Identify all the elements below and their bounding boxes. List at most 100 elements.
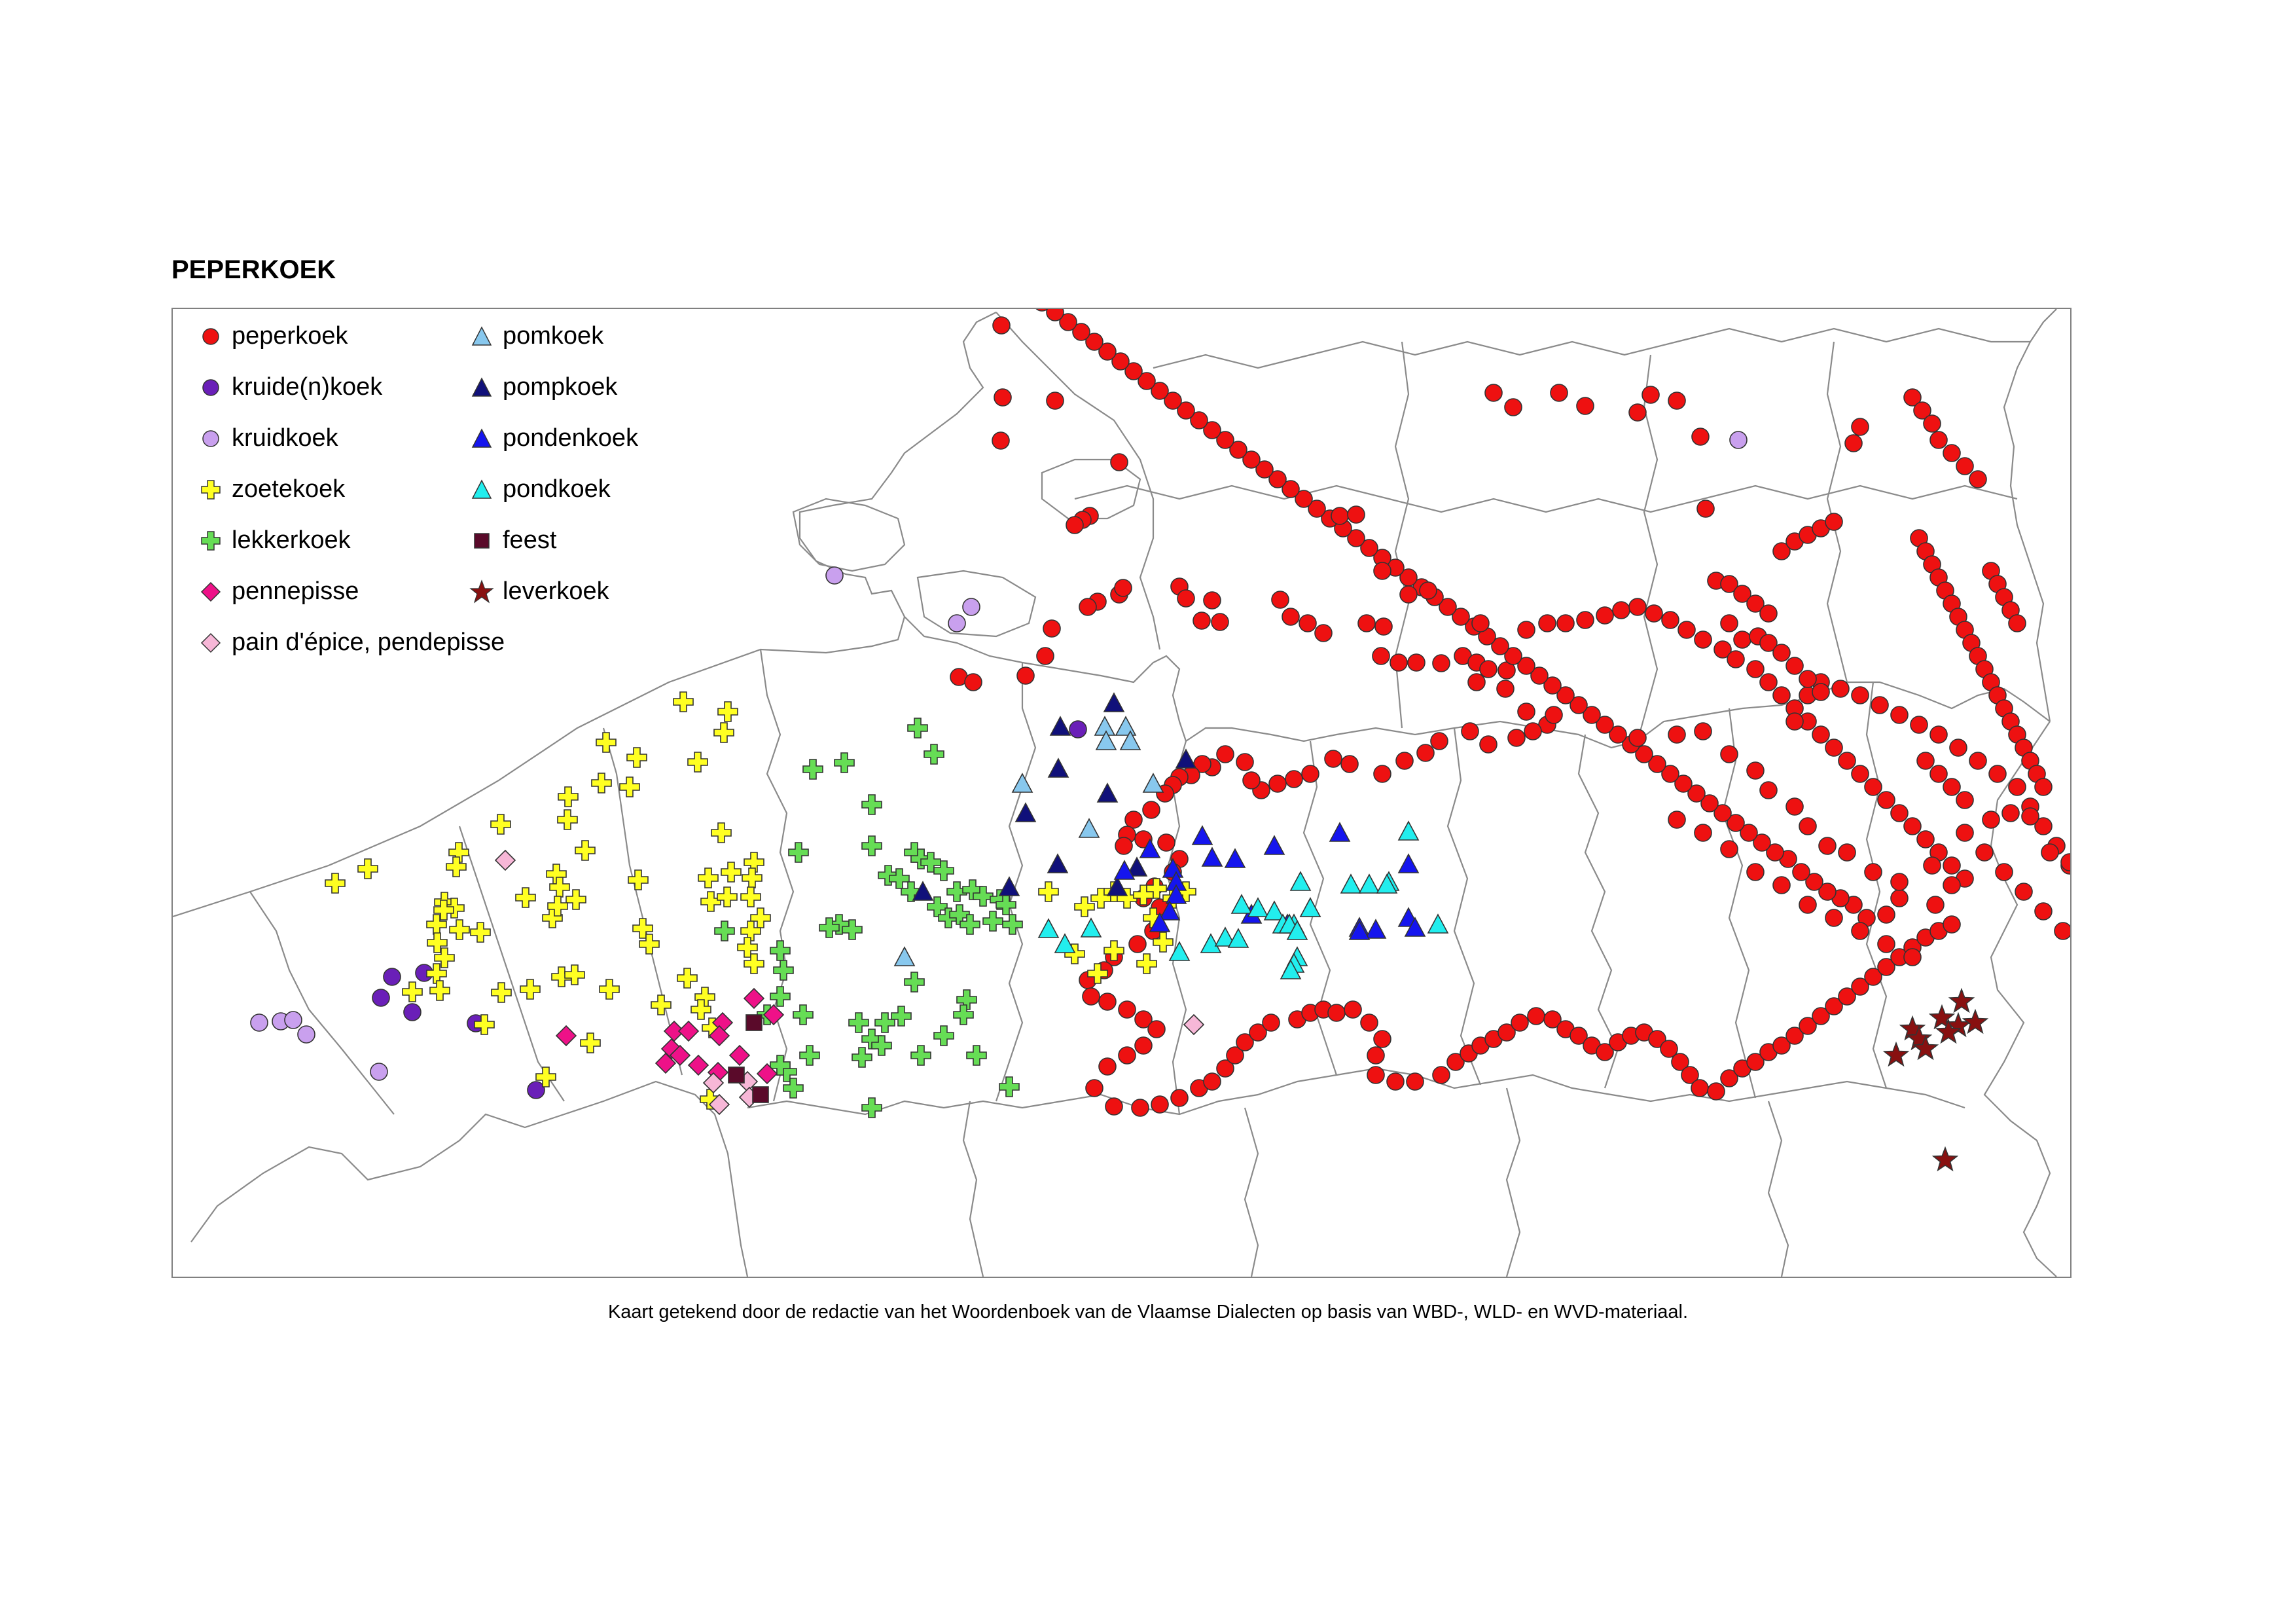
map-marker-peperkoek [1720, 614, 1738, 632]
map-marker-peperkoek [1491, 637, 1509, 655]
map-marker-peperkoek [1124, 811, 1143, 829]
map-marker-peperkoek [1596, 1043, 1614, 1061]
map-marker-peperkoek [1635, 745, 1653, 763]
map-marker-peperkoek [1467, 673, 1486, 691]
map-marker-peperkoek [1308, 500, 1326, 518]
map-marker-lekkerkoek [861, 1097, 882, 1118]
map-marker-lekkerkoek [933, 860, 954, 881]
map-marker-peperkoek [1759, 781, 1778, 799]
map-marker-peperkoek [1407, 653, 1426, 672]
map-marker-pondkoek [1214, 926, 1236, 947]
map-marker-pomkoek [1119, 730, 1141, 750]
map-marker-peperkoek [1164, 392, 1182, 410]
map-marker-peperkoek [1759, 604, 1778, 623]
map-marker-peperkoek [1818, 837, 1837, 855]
map-marker-peperkoek [1134, 1036, 1153, 1055]
map-marker-peperkoek [1838, 843, 1856, 862]
map-credit: Kaart getekend door de redactie van het … [607, 1302, 1689, 1322]
map-marker-peperkoek [1373, 562, 1391, 580]
legend: peperkoek kruide(n)koek kruidkoek zoetek… [173, 309, 696, 676]
map-marker-zoetekoek [427, 932, 448, 953]
map-marker-pompkoek [1049, 716, 1071, 736]
map-marker-lekkerkoek [910, 1045, 931, 1066]
map-marker-lekkerkoek [878, 865, 899, 886]
map-marker-peperkoek [1138, 372, 1156, 390]
map-marker-peperkoek [1785, 1027, 1804, 1045]
map-marker-peperkoek [1242, 450, 1261, 469]
map-marker-peperkoek [1674, 775, 1693, 793]
map-marker-peperkoek [1799, 817, 1817, 835]
map-marker-pondkoek [1340, 873, 1362, 894]
map-marker-peperkoek [1864, 778, 1882, 796]
map-marker-peperkoek [1072, 323, 1090, 341]
map-marker-peperkoek [1671, 1053, 1689, 1071]
map-marker-pomkoek [1115, 716, 1137, 736]
map-marker-peperkoek [1677, 621, 1696, 639]
map-marker-peperkoek [1926, 896, 1945, 914]
map-marker-pondkoek [1080, 917, 1102, 938]
map-marker-peperkoek [1691, 428, 1710, 446]
map-marker-peperkoek [1399, 585, 1418, 604]
map-marker-pain [702, 1072, 725, 1094]
map-marker-zoetekoek [564, 964, 585, 985]
map-marker-peperkoek [1609, 725, 1627, 744]
border-north-4 [1394, 341, 1410, 729]
map-marker-peperkoek [1327, 1004, 1346, 1022]
map-marker-lekkerkoek [714, 921, 735, 941]
map-marker-lekkerkoek [973, 886, 994, 907]
map-marker-zoetekoek [591, 773, 612, 793]
map-marker-peperkoek [1517, 657, 1535, 675]
map-marker-peperkoek [2001, 804, 2020, 822]
map-marker-peperkoek [1471, 614, 1490, 632]
map-marker-zoetekoek [558, 786, 579, 807]
map-marker-leverkoek [1962, 1008, 1989, 1034]
map-marker-peperkoek [1943, 444, 1961, 462]
map-marker-kruidenkoek [372, 989, 390, 1007]
map-marker-zoetekoek [520, 979, 541, 1000]
map-marker-pompkoek [1047, 853, 1069, 873]
map-marker-lekkerkoek [770, 940, 791, 961]
map-marker-peperkoek [1772, 686, 1791, 704]
map-marker-peperkoek [1416, 744, 1435, 762]
map-marker-lekkerkoek [904, 972, 925, 993]
map-marker-peperkoek [1772, 1036, 1791, 1055]
map-marker-peperkoek [1759, 673, 1778, 691]
map-marker-lekkerkoek [953, 1004, 974, 1025]
map-marker-zoetekoek [433, 900, 454, 921]
border-mid-6 [1721, 708, 1757, 1099]
map-marker-peperkoek [1452, 608, 1470, 626]
legend-label: lekkerkoek [232, 526, 351, 554]
map-marker-peperkoek [1268, 775, 1287, 793]
map-marker-peperkoek [992, 431, 1010, 450]
map-marker-peperkoek [1740, 824, 1758, 842]
map-marker-peperkoek [1236, 753, 1254, 771]
map-marker-peperkoek [1890, 804, 1909, 822]
map-marker-kruidkoek [948, 614, 966, 632]
legend-item-pondenkoek: pondenkoek [469, 424, 638, 452]
map-marker-peperkoek [1982, 811, 2000, 829]
map-marker-zoetekoek [717, 886, 738, 907]
map-marker-peperkoek [1877, 791, 1895, 809]
map-marker-peperkoek [1943, 856, 1961, 875]
map-marker-lekkerkoek [861, 835, 882, 856]
map-marker-peperkoek [1216, 745, 1234, 763]
map-marker-peperkoek [1923, 414, 1941, 433]
map-marker-peperkoek [1295, 490, 1313, 508]
map-marker-peperkoek [1956, 824, 1974, 842]
map-marker-peperkoek [1249, 1023, 1267, 1042]
cyan-triangle-icon [471, 479, 492, 499]
map-marker-peperkoek [1759, 634, 1778, 652]
legend-label: kruide(n)koek [232, 373, 383, 401]
map-marker-pondkoek [1376, 873, 1398, 894]
map-marker-peperkoek [1851, 418, 1869, 436]
map-marker-pondkoek [1286, 920, 1308, 940]
map-marker-peperkoek [1799, 896, 1817, 914]
map-marker-peperkoek [1271, 591, 1289, 609]
map-marker-peperkoek [1517, 702, 1535, 721]
map-marker-peperkoek [1111, 352, 1130, 371]
map-marker-zoetekoek [700, 891, 721, 912]
map-marker-kruidenkoek [527, 1081, 545, 1099]
map-marker-peperkoek [1727, 650, 1745, 668]
map-marker-pomkoek [1095, 730, 1117, 750]
map-marker-kruidenkoek [383, 968, 401, 986]
